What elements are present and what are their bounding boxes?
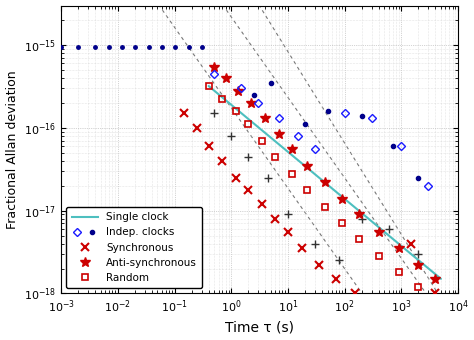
Y-axis label: Fractional Allan deviation: Fractional Allan deviation (6, 70, 18, 229)
Legend: Single clock, Indep. clocks, Synchronous, Anti-synchronous, Random: Single clock, Indep. clocks, Synchronous… (66, 207, 202, 288)
X-axis label: Time τ (s): Time τ (s) (225, 320, 294, 335)
